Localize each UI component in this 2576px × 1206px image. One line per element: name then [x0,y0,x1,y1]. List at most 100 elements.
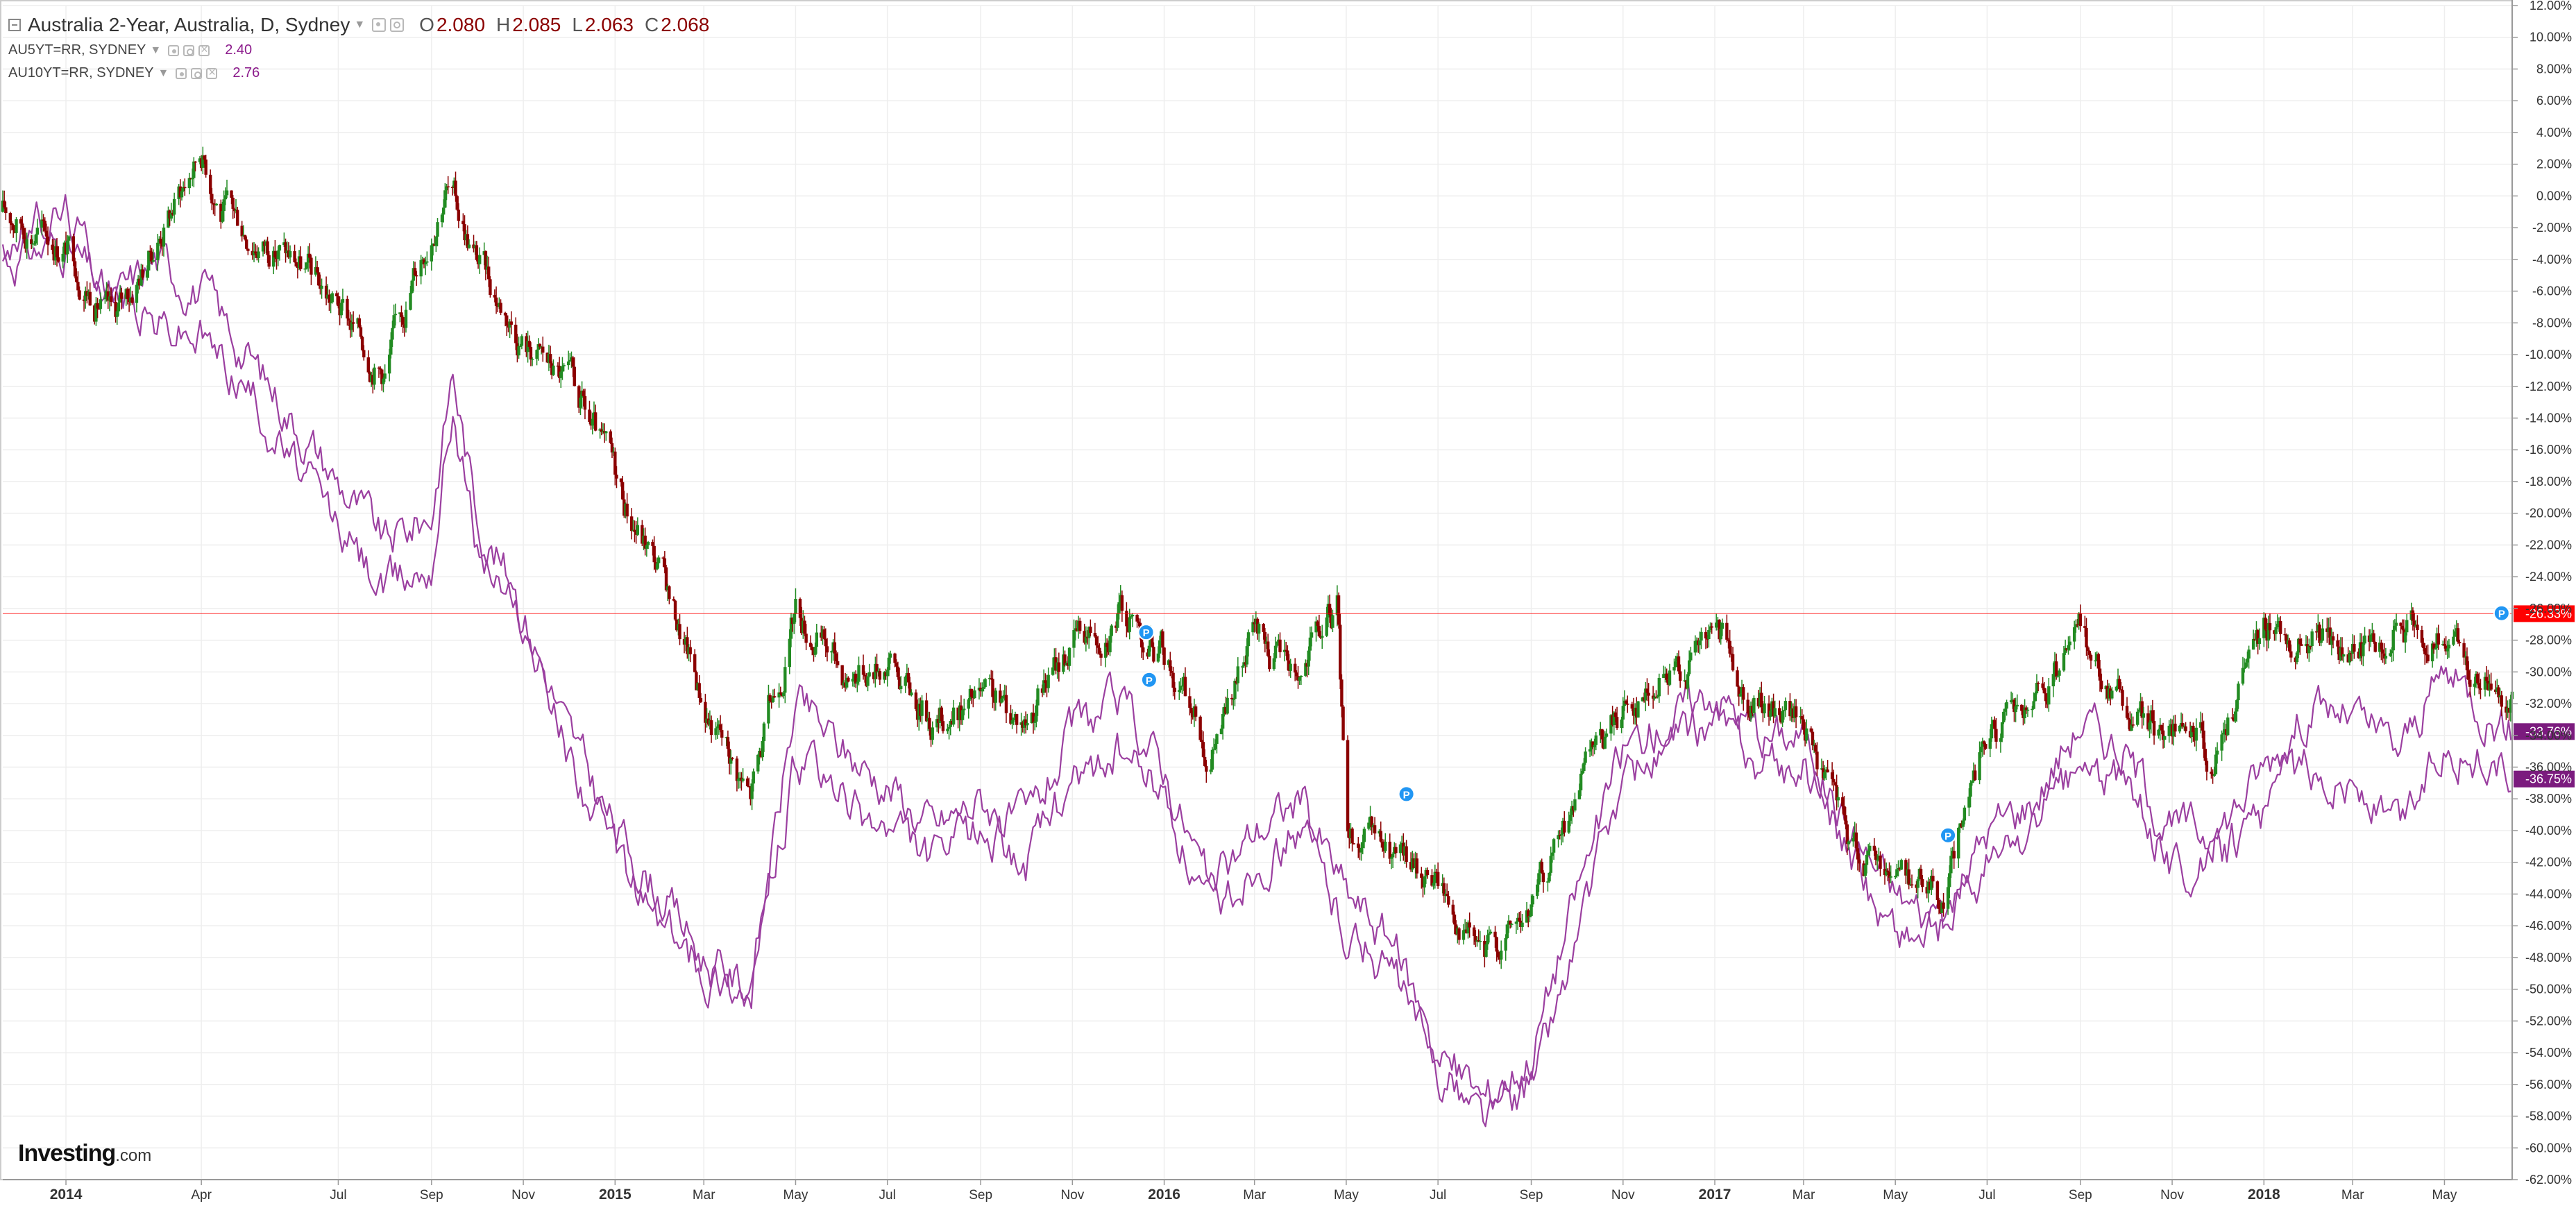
candle-body [1773,708,1777,717]
close-icon[interactable] [198,42,210,57]
eye-icon[interactable] [176,67,187,79]
candle-body [2500,695,2504,707]
main-series-legend[interactable]: Australia 2-Year, Australia, D, Sydney ▼… [8,11,709,39]
candle-body [2178,725,2182,732]
candle-body [517,346,520,356]
p-marker-icon[interactable]: P [2493,604,2510,622]
candle-body [1657,677,1661,697]
candle-body [2099,680,2103,690]
candle-body [1099,653,1103,658]
candle-body [1665,673,1668,680]
x-tick-label: Nov [511,1188,535,1203]
candle-body [1137,621,1140,623]
p-marker-icon[interactable]: P [1137,624,1155,641]
candle-body [793,613,796,625]
collapse-icon[interactable] [8,19,21,31]
candle-body [1537,873,1541,885]
candle-body [2314,631,2319,633]
chevron-down-icon[interactable]: ▼ [158,67,169,79]
candle-body [1557,835,1560,840]
candle-body [1510,924,1514,925]
candle-body [714,728,718,736]
overlay-line-au10y [1,194,2511,1128]
x-tick-label: 2016 [1148,1187,1180,1203]
gear-icon[interactable] [191,67,203,79]
eye-icon[interactable] [372,18,387,32]
candle-body [1552,839,1556,853]
candle-body [1826,769,1829,773]
candle-body [863,674,867,677]
candle-body [2160,724,2164,731]
candle-body [387,355,391,374]
chevron-down-icon[interactable]: ▼ [354,19,366,31]
candle-body [1251,622,1255,633]
candle-body [1647,693,1650,696]
candle-body [1057,662,1061,672]
p-marker-icon[interactable]: P [1398,785,1415,803]
series-end-badge [2514,723,2575,740]
candle-body [2307,645,2311,654]
candle-body [2420,630,2424,643]
candle-body [505,315,509,326]
eye-icon[interactable] [168,44,180,56]
candle-body [1188,696,1192,708]
candle-body [310,257,313,275]
candle-body [244,239,248,249]
candle-body [261,241,265,252]
candle-body [2310,631,2314,646]
candle-body [1707,629,1711,640]
candle-body [187,178,192,189]
candle-body [88,291,92,306]
candle-body [335,293,339,297]
candle-body [278,245,282,251]
overlay-legend-au5y[interactable]: AU5YT=RR, SYDNEY ▼ 2.40 [8,39,709,62]
candle-body [475,245,479,260]
candle-body [446,186,450,188]
chevron-down-icon[interactable]: ▼ [150,44,162,56]
candle-body [928,717,931,729]
overlay-name: AU10YT=RR, SYDNEY [8,65,154,80]
candle-body [231,197,235,210]
candles [1,146,2514,969]
candle-body [230,190,233,198]
candle-body [1284,649,1288,652]
p-marker-icon[interactable]: P [1140,671,1158,688]
candle-body [1210,749,1214,770]
candle-body [1257,624,1261,634]
candle-body [2331,636,2335,641]
candle-body [2130,724,2133,731]
candle-body [1668,670,1672,685]
candle-body [400,312,403,318]
candle-body [273,250,277,257]
candle-body [636,525,640,535]
event-markers[interactable]: P P P P P [1137,604,2510,844]
candle-body [2264,618,2267,630]
candle-body [1514,922,1518,924]
candle-body [2246,659,2249,663]
candle-body [201,155,205,168]
candle-body [1310,632,1314,638]
candle-body [425,261,429,263]
candle-body [204,159,207,175]
candle-body [1527,910,1530,917]
x-tick-label: Sep [2069,1188,2092,1203]
overlay-legend-au10y[interactable]: AU10YT=RR, SYDNEY ▼ 2.76 [8,62,709,85]
candle-body [320,285,323,289]
candle-body [67,236,71,241]
candle-body [2274,627,2278,634]
candle-body [2484,677,2489,681]
candle-body [1474,935,1477,942]
candle-body [552,365,555,375]
candle-body [1179,686,1183,690]
close-icon[interactable] [206,65,218,80]
gear-icon[interactable] [390,18,405,32]
candle-body [1304,663,1307,676]
candle-body [454,180,457,196]
candle-body [401,317,405,325]
p-marker-icon[interactable]: P [1940,826,1957,844]
series-end-badge [2514,770,2575,788]
candle-body [1201,742,1205,757]
candle-body [2068,641,2071,645]
gear-icon[interactable] [183,44,195,56]
